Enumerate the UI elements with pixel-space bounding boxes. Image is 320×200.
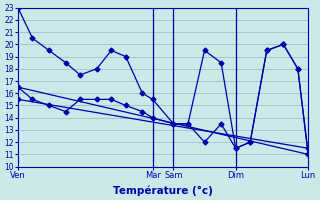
X-axis label: Température (°c): Température (°c) <box>113 185 213 196</box>
